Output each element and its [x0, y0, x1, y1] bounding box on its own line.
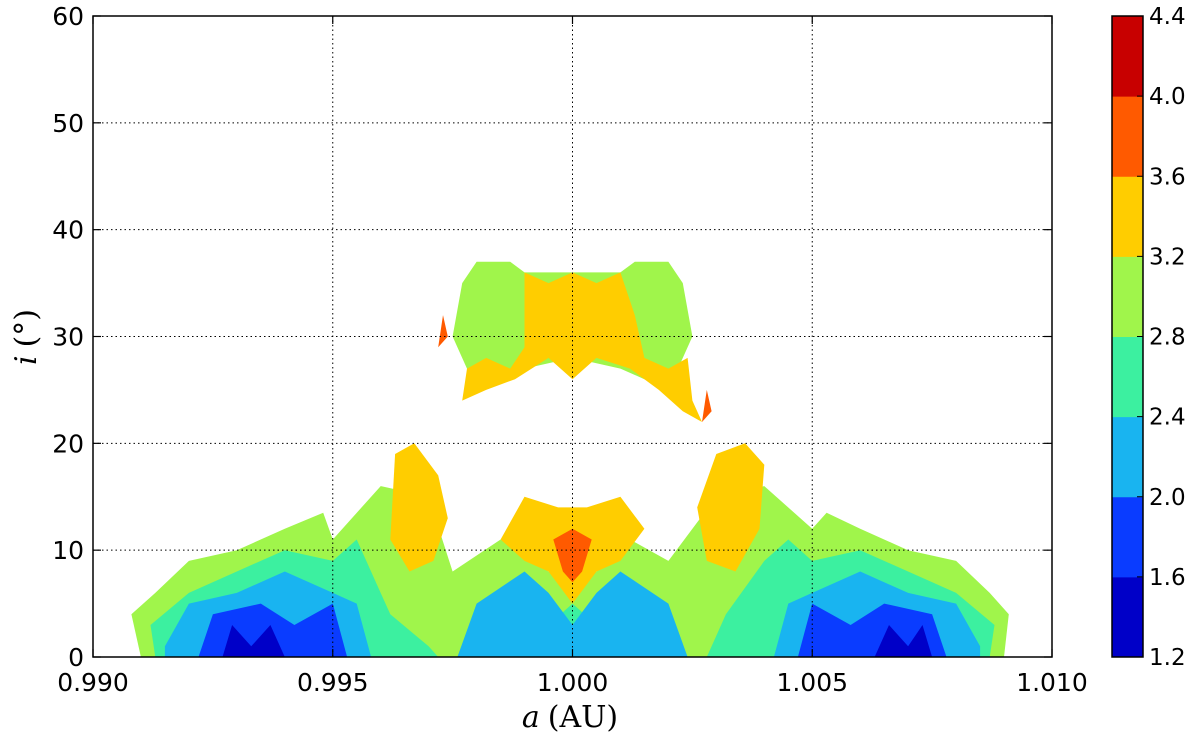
contour-region: [874, 625, 933, 657]
plot-frame: [92, 15, 1053, 658]
colorbar-tick-label: 2.4: [1149, 405, 1186, 431]
colorbar-segment: [1112, 96, 1143, 177]
colorbar-segment: [1112, 336, 1143, 418]
y-axis-label: i (°): [9, 309, 44, 365]
contour-region: [553, 528, 592, 583]
contour-region: [702, 389, 712, 422]
y-tick-label: 30: [52, 323, 84, 352]
grid-lines: [93, 16, 1052, 657]
x-axis-variable: a: [522, 700, 540, 735]
colorbar-segment: [1112, 576, 1143, 658]
colorbar: [1111, 15, 1144, 658]
contour-region: [222, 625, 285, 657]
contour-fills: [131, 261, 1009, 657]
y-tick-label: 60: [52, 2, 84, 31]
colorbar-segment: [1112, 416, 1143, 498]
x-axis-unit: (AU): [548, 700, 618, 735]
y-tick-labels: 0 10 20 30 40 50 60: [52, 2, 84, 672]
x-axis-label: a (AU): [522, 700, 618, 735]
y-tick-label: 20: [52, 429, 84, 458]
colorbar-tick-labels: 1.2 1.6 2.0 2.4 2.8 3.2 3.6 4.0 4.4: [1149, 4, 1186, 671]
colorbar-segment: [1112, 256, 1143, 337]
contour-region: [457, 571, 688, 657]
x-tick-label: 0.995: [297, 668, 369, 697]
y-tick-label: 10: [52, 536, 84, 565]
colorbar-tick-label: 4.0: [1149, 84, 1186, 110]
y-tick-label: 0: [68, 643, 84, 672]
colorbar-tick-label: 3.2: [1149, 244, 1186, 270]
x-tick-label: 1.000: [537, 668, 609, 697]
contour-region: [462, 272, 702, 422]
y-tick-label: 40: [52, 216, 84, 245]
colorbar-segment: [1112, 176, 1143, 257]
colorbar-segment: [1112, 496, 1143, 578]
x-tick-label: 1.010: [1016, 668, 1088, 697]
colorbar-tick-label: 2.0: [1149, 485, 1186, 511]
colorbar-tick-label: 4.4: [1149, 4, 1186, 30]
x-tick-label: 0.990: [57, 668, 129, 697]
x-tick-label: 1.005: [776, 668, 848, 697]
contour-region: [438, 315, 448, 348]
colorbar-tick-label: 3.6: [1149, 164, 1186, 190]
contour-region: [797, 603, 947, 657]
y-tick-label: 50: [52, 109, 84, 138]
colorbar-tick-label: 1.2: [1149, 645, 1186, 671]
colorbar-tick-label: 2.8: [1149, 325, 1186, 351]
y-axis-variable: i: [9, 355, 44, 365]
colorbar-tick-label: 1.6: [1149, 565, 1186, 591]
contour-region: [697, 443, 765, 572]
y-axis-unit: (°): [9, 309, 44, 347]
colorbar-segment: [1112, 16, 1143, 97]
x-tick-labels: 0.990 0.995 1.000 1.005 1.010: [57, 668, 1088, 697]
contour-region: [390, 443, 448, 572]
